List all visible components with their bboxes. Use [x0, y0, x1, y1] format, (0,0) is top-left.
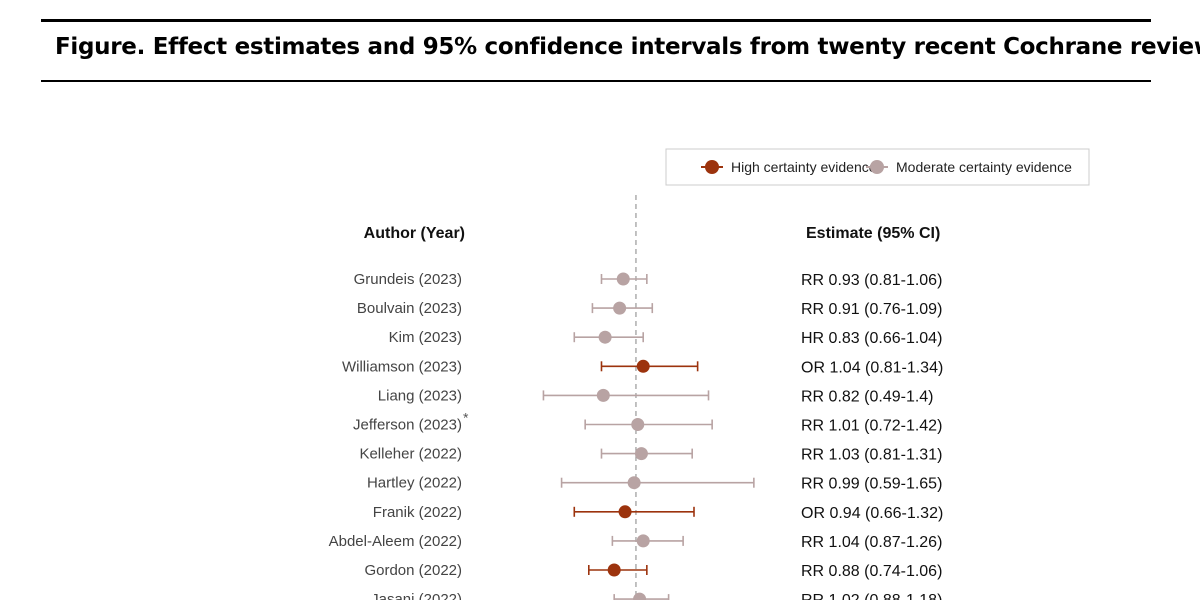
study-label: Kelleher (2022) — [359, 446, 462, 463]
study-row: Abdel-Aleem (2022) RR 1.04 (0.87-1.26) — [329, 533, 943, 551]
study-label: Boulvain (2023) — [357, 300, 462, 317]
point-estimate — [613, 301, 627, 315]
point-estimate — [598, 330, 612, 344]
study-row: Gordon (2022) RR 0.88 (0.74-1.06) — [364, 562, 942, 580]
study-label: Liang (2023) — [378, 387, 462, 404]
study-row: Hartley (2022) RR 0.99 (0.59-1.65) — [367, 475, 942, 493]
estimate-label: RR 1.04 (0.87-1.26) — [801, 534, 942, 551]
estimate-label: OR 0.94 (0.66-1.32) — [801, 505, 943, 522]
study-row: Liang (2023) RR 0.82 (0.49-1.4) — [378, 387, 934, 405]
study-label: Abdel-Aleem (2022) — [329, 533, 462, 550]
estimate-label: RR 0.93 (0.81-1.06) — [801, 272, 942, 289]
study-row: Williamson (2023) OR 1.04 (0.81-1.34) — [342, 358, 943, 376]
study-row: Franik (2022) OR 0.94 (0.66-1.32) — [373, 504, 944, 522]
study-row: Kelleher (2022) RR 1.03 (0.81-1.31) — [359, 446, 942, 464]
study-label: Jefferson (2023) — [353, 417, 462, 434]
estimate-label: RR 0.88 (0.74-1.06) — [801, 563, 942, 580]
study-row: Boulvain (2023) RR 0.91 (0.76-1.09) — [357, 300, 942, 318]
study-label: Franik (2022) — [373, 504, 462, 521]
point-estimate — [636, 359, 650, 373]
asterisk-marker: * — [463, 410, 469, 426]
study-label: Hartley (2022) — [367, 475, 462, 492]
study-row: Kim (2023) HR 0.83 (0.66-1.04) — [389, 329, 943, 347]
estimate-label: RR 1.02 (0.88-1.18) — [801, 592, 942, 600]
legend-label-high: High certainty evidence — [731, 159, 877, 175]
estimate-label: RR 0.91 (0.76-1.09) — [801, 301, 942, 318]
legend-label-moderate: Moderate certainty evidence — [896, 159, 1072, 175]
legend: High certainty evidence Moderate certaint… — [665, 148, 1090, 186]
legend-marker-high — [705, 160, 719, 174]
estimate-label: RR 1.01 (0.72-1.42) — [801, 418, 942, 435]
point-estimate — [631, 418, 645, 431]
estimate-label: OR 1.04 (0.81-1.34) — [801, 359, 943, 376]
study-label: Grundeis (2023) — [354, 271, 462, 288]
estimate-label: RR 1.03 (0.81-1.31) — [801, 447, 942, 464]
point-estimate — [636, 534, 650, 548]
point-estimate — [618, 505, 632, 519]
study-row: Jefferson (2023) * RR 1.01 (0.72-1.42) — [353, 410, 942, 435]
estimate-label: HR 0.83 (0.66-1.04) — [801, 330, 942, 347]
point-estimate — [607, 563, 621, 577]
column-header-study: Author (Year) — [364, 225, 465, 242]
estimate-label: RR 0.82 (0.49-1.4) — [801, 388, 934, 405]
point-estimate — [596, 388, 610, 402]
study-label: Kim (2023) — [389, 329, 462, 346]
study-row: Jasani (2022) RR 1.02 (0.88-1.18) — [371, 591, 942, 600]
legend-marker-moderate — [870, 160, 884, 174]
point-estimate — [616, 272, 630, 286]
point-estimate — [633, 592, 647, 600]
point-estimate — [627, 476, 641, 490]
bottom-rule — [41, 80, 1151, 82]
figure-title: Figure. Effect estimates and 95% confide… — [55, 34, 1200, 60]
estimate-label: RR 0.99 (0.59-1.65) — [801, 476, 942, 493]
point-estimate — [634, 447, 648, 461]
study-label: Jasani (2022) — [371, 591, 462, 600]
study-label: Williamson (2023) — [342, 358, 462, 375]
column-header-estimate: Estimate (95% CI) — [806, 225, 940, 242]
study-row: Grundeis (2023) RR 0.93 (0.81-1.06) — [354, 271, 943, 289]
top-rule — [41, 19, 1151, 22]
study-label: Gordon (2022) — [364, 562, 462, 579]
